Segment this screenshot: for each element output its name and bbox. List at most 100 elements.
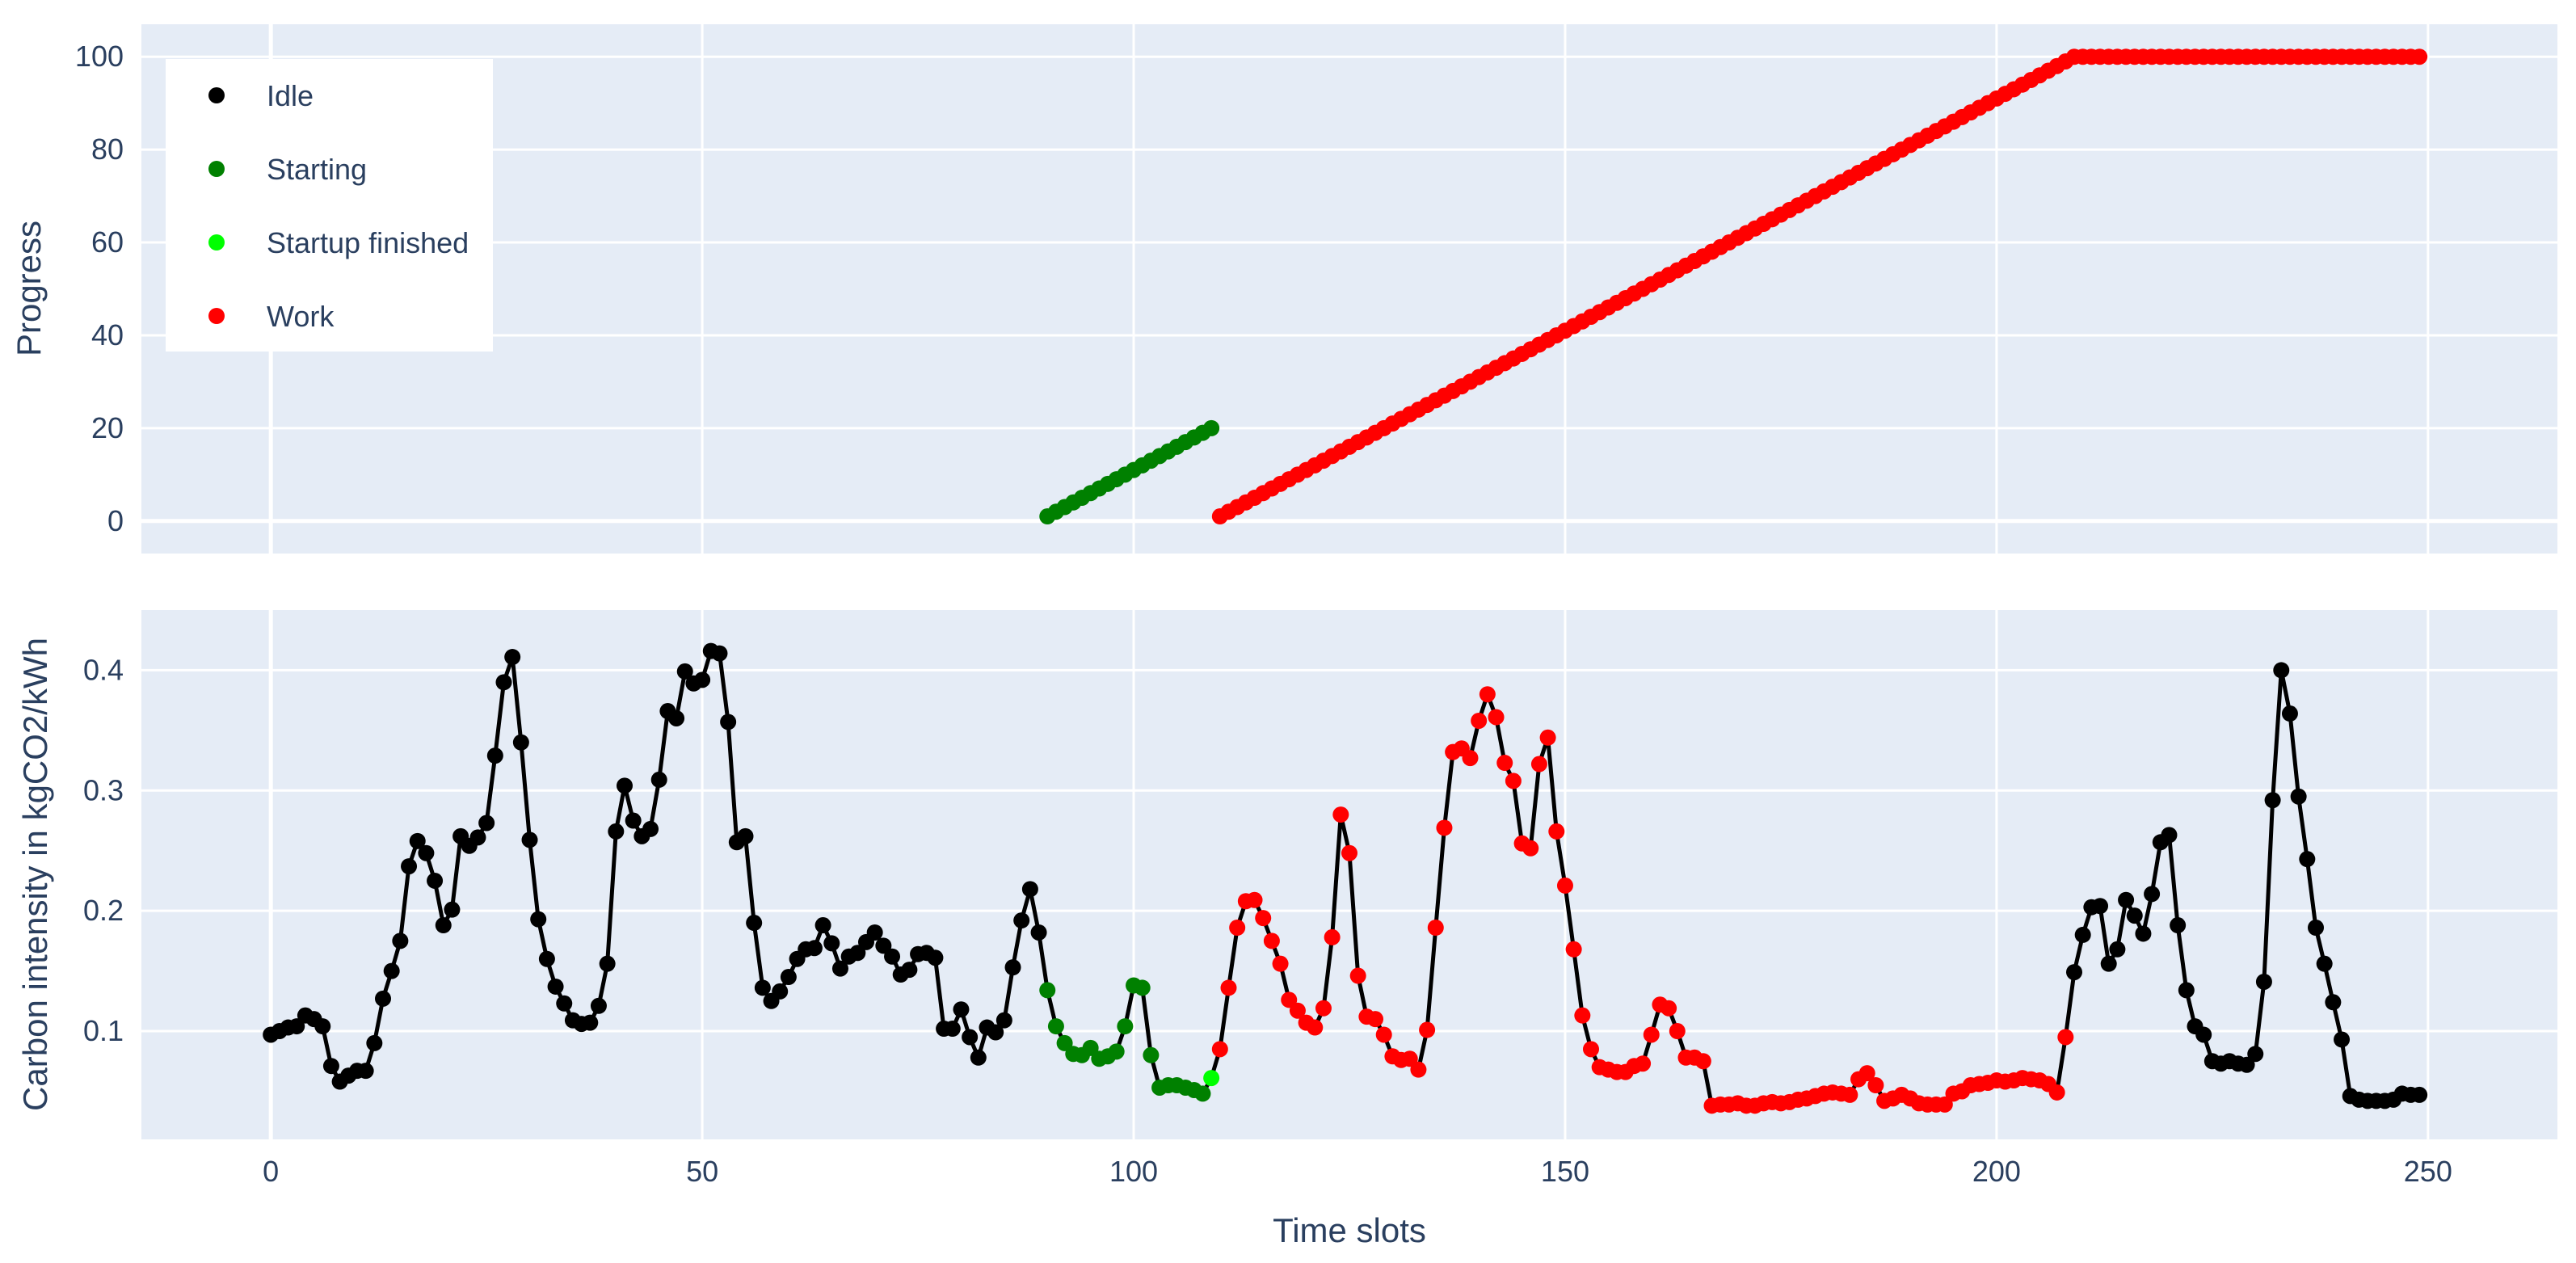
- legend-marker-work: [208, 308, 225, 324]
- carbon-point-starting: [1134, 979, 1151, 996]
- legend-label-starting: Starting: [267, 153, 367, 186]
- carbon-point-idle: [944, 1021, 961, 1038]
- carbon-point-idle: [2308, 920, 2324, 936]
- carbon-point-idle: [2238, 1056, 2255, 1073]
- carbon-point-idle: [866, 924, 883, 941]
- carbon-point-idle: [927, 949, 944, 966]
- carbon-point-idle: [1030, 924, 1047, 941]
- carbon-point-work: [1246, 891, 1263, 908]
- carbon-point-work: [1539, 729, 1556, 746]
- x-tick-label: 50: [686, 1155, 718, 1188]
- carbon-point-idle: [401, 858, 418, 875]
- carbon-point-work: [1565, 941, 1582, 958]
- y-tick-label-carbon: 0.3: [83, 773, 124, 806]
- carbon-point-idle: [617, 777, 633, 794]
- carbon-point-idle: [720, 714, 737, 730]
- carbon-point-idle: [814, 917, 831, 934]
- carbon-point-idle: [2092, 898, 2109, 915]
- carbon-point-idle: [392, 933, 409, 949]
- legend-label-startup-finished: Startup finished: [267, 226, 469, 259]
- grid-top: [141, 24, 2557, 554]
- carbon-point-idle: [435, 917, 452, 934]
- carbon-point-idle: [694, 671, 711, 688]
- carbon-point-idle: [2170, 917, 2187, 934]
- carbon-point-starting: [1194, 1085, 1211, 1102]
- carbon-line: [270, 649, 2420, 1108]
- carbon-point-idle: [875, 937, 892, 954]
- carbon-point-work: [1471, 712, 1488, 729]
- carbon-point-starting: [1082, 1039, 1099, 1056]
- legend-marker-startup-finished: [208, 234, 225, 250]
- carbon-point-idle: [427, 872, 444, 889]
- carbon-point-work: [1307, 1019, 1324, 1036]
- carbon-point-work: [1427, 920, 1444, 936]
- carbon-point-idle: [711, 645, 728, 662]
- carbon-point-work: [1548, 823, 1565, 840]
- x-tick-label: 100: [1109, 1155, 1158, 1188]
- carbon-point-idle: [780, 969, 797, 986]
- carbon-point-idle: [2161, 827, 2178, 844]
- carbon-point-idle: [322, 1058, 339, 1075]
- carbon-point-idle: [2334, 1031, 2351, 1048]
- y-tick-label-progress: 100: [75, 40, 124, 73]
- carbon-point-idle: [538, 950, 555, 967]
- carbon-point-work: [1419, 1021, 1436, 1038]
- carbon-point-work: [1479, 686, 1496, 703]
- carbon-point-work: [1694, 1053, 1711, 1070]
- carbon-point-idle: [987, 1024, 1004, 1041]
- carbon-point-idle: [2273, 662, 2290, 679]
- carbon-point-work: [2057, 1029, 2074, 1046]
- carbon-point-idle: [556, 995, 573, 1012]
- carbon-point-work: [1635, 1055, 1652, 1072]
- carbon-point-starting: [1047, 1018, 1064, 1035]
- y-tick-label-progress: 60: [91, 225, 124, 259]
- carbon-point-work: [1505, 773, 1522, 789]
- carbon-point-work: [1488, 709, 1505, 726]
- carbon-point-starting: [1039, 982, 1056, 999]
- carbon-point-idle: [953, 1001, 970, 1018]
- carbon-point-idle: [357, 1063, 374, 1080]
- carbon-point-idle: [2316, 955, 2333, 972]
- carbon-point-idle: [2264, 792, 2281, 809]
- carbon-point-idle: [2066, 964, 2082, 981]
- carbon-point-idle: [2074, 926, 2091, 943]
- x-tick-label: 0: [263, 1155, 279, 1188]
- carbon-point-work: [1842, 1086, 1858, 1103]
- carbon-point-starting: [1056, 1034, 1073, 1051]
- carbon-point-idle: [1004, 959, 1021, 976]
- carbon-point-idle: [288, 1018, 305, 1035]
- carbon-point-work: [1583, 1041, 1599, 1058]
- carbon-point-idle: [2195, 1026, 2212, 1043]
- carbon-point-idle: [2325, 994, 2342, 1011]
- carbon-point-idle: [2411, 1086, 2428, 1103]
- carbon-point-idle: [409, 832, 426, 849]
- carbon-point-idle: [970, 1049, 987, 1066]
- progress-point-starting: [1203, 419, 1220, 436]
- carbon-point-idle: [375, 990, 391, 1007]
- carbon-point-idle: [754, 979, 771, 996]
- carbon-point-idle: [478, 815, 495, 831]
- carbon-point-work: [1332, 806, 1349, 823]
- carbon-point-idle: [831, 960, 848, 977]
- carbon-point-idle: [1021, 881, 1038, 898]
- progress-markers: [1039, 48, 2428, 525]
- carbon-point-starting: [1143, 1046, 1160, 1063]
- carbon-point-idle: [2144, 886, 2161, 903]
- carbon-point-work: [1530, 756, 1547, 773]
- carbon-point-idle: [590, 997, 607, 1014]
- carbon-point-work: [1367, 1011, 1384, 1028]
- carbon-point-idle: [444, 901, 461, 918]
- x-tick-label: 150: [1541, 1155, 1589, 1188]
- carbon-point-idle: [2126, 907, 2143, 924]
- legend-marker-starting: [208, 161, 225, 177]
- carbon-point-idle: [2109, 941, 2126, 958]
- carbon-point-work: [2048, 1084, 2065, 1101]
- y-tick-label-carbon: 0.2: [83, 894, 124, 927]
- carbon-point-work: [1401, 1050, 1418, 1067]
- carbon-point-idle: [314, 1018, 331, 1035]
- carbon-point-idle: [1013, 912, 1030, 929]
- carbon-point-idle: [737, 827, 754, 844]
- y-tick-label-progress: 40: [91, 318, 124, 352]
- carbon-point-work: [1341, 844, 1357, 861]
- carbon-point-idle: [547, 978, 564, 995]
